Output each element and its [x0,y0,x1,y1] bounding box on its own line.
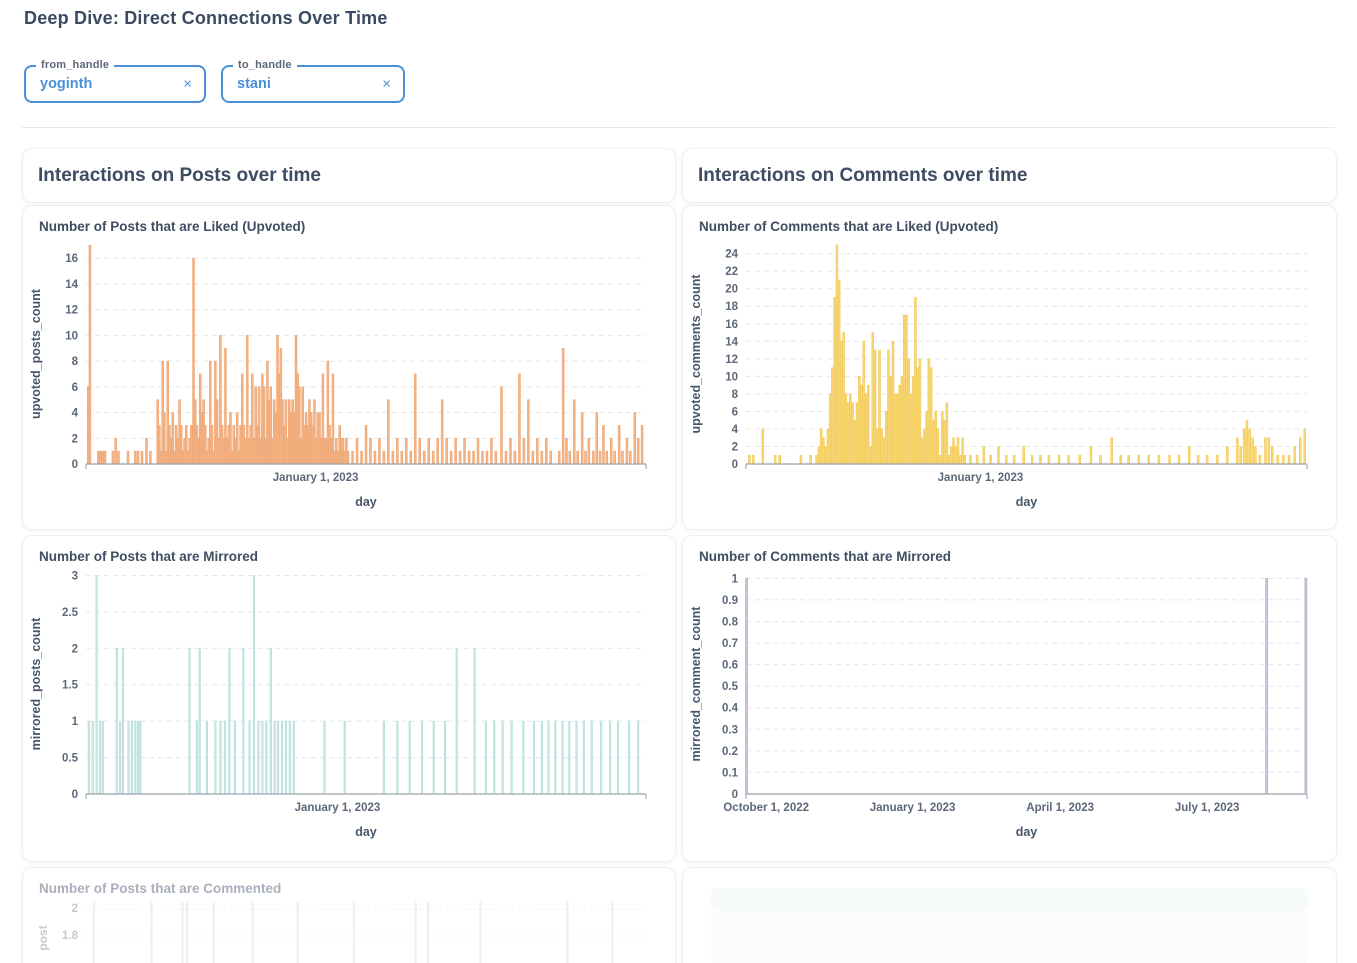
svg-text:22: 22 [725,266,738,278]
svg-text:14: 14 [725,336,738,348]
section-header-posts: Interactions on Posts over time [22,148,676,203]
svg-text:0: 0 [72,789,78,801]
filter-from-handle-value: yoginth [40,76,93,92]
svg-text:upvoted_posts_count: upvoted_posts_count [29,288,43,419]
svg-text:12: 12 [725,354,738,366]
filter-from-handle[interactable]: from_handle yoginth × [24,59,206,103]
svg-text:0.1: 0.1 [722,767,739,779]
filter-to-handle-value: stani [237,76,271,92]
svg-text:mirrored_posts_count: mirrored_posts_count [29,617,43,751]
svg-text:1: 1 [72,716,79,728]
skeleton-block [711,910,1308,963]
svg-text:January 1, 2023: January 1, 2023 [295,802,381,814]
svg-text:6: 6 [72,382,78,394]
svg-text:16: 16 [65,253,78,265]
svg-text:1: 1 [732,573,739,585]
svg-text:0.2: 0.2 [722,746,738,758]
svg-text:4: 4 [732,424,739,436]
svg-text:2: 2 [72,643,78,655]
filter-to-handle[interactable]: to_handle stani × [221,59,405,103]
svg-text:0.5: 0.5 [722,681,739,693]
svg-text:day: day [355,495,377,509]
svg-text:day: day [355,825,377,839]
clear-filter-icon[interactable]: × [183,75,192,93]
svg-text:0.4: 0.4 [722,703,739,715]
svg-text:0: 0 [732,459,738,471]
clear-filter-icon[interactable]: × [382,75,391,93]
svg-text:10: 10 [65,330,78,342]
svg-text:April 1, 2023: April 1, 2023 [1026,802,1094,814]
chart-title-comments-mirrored: Number of Comments that are Mirrored [699,549,952,564]
svg-text:post: post [36,925,50,950]
section-header-comments-title: Interactions on Comments over time [698,164,1028,186]
svg-text:2: 2 [72,433,78,445]
svg-text:0.7: 0.7 [722,638,738,650]
filter-from-handle-label: from_handle [36,59,115,71]
svg-text:0: 0 [72,459,78,471]
svg-text:0.9: 0.9 [722,595,738,607]
svg-text:6: 6 [732,406,738,418]
loading-card [682,867,1337,963]
svg-text:1.8: 1.8 [62,930,79,942]
chart-card-posts-liked: Number of Posts that are Liked (Upvoted)… [22,205,676,530]
skeleton-block [711,888,1308,910]
chart-card-posts-commented-partial: Number of Posts that are Commented 2 1.8 p… [22,867,676,963]
svg-text:0.3: 0.3 [722,724,738,736]
section-header-comments: Interactions on Comments over time [682,148,1337,203]
chart-posts-commented-partial: 2 1.8 post [36,902,648,963]
svg-text:8: 8 [72,356,79,368]
page-title: Deep Dive: Direct Connections Over Time [24,8,388,28]
svg-text:2: 2 [72,903,78,915]
svg-text:1.5: 1.5 [62,680,79,692]
svg-text:January 1, 2023: January 1, 2023 [870,802,956,814]
chart-card-comments-liked: Number of Comments that are Liked (Upvot… [682,205,1337,530]
chart-title-posts-mirrored: Number of Posts that are Mirrored [39,549,259,564]
divider [22,127,1335,128]
svg-text:8: 8 [732,389,739,401]
filter-to-handle-label: to_handle [233,59,297,71]
chart-comments-mirrored: 0 0.1 0.2 0.3 0.4 0.5 0.6 0.7 0.8 0.9 1 October 1, … [689,573,1308,839]
chart-title-posts-commented: Number of Posts that are Commented [39,881,282,896]
svg-text:24: 24 [725,249,738,261]
svg-text:January 1, 2023: January 1, 2023 [273,472,359,484]
svg-text:12: 12 [65,305,78,317]
chart-posts-mirrored: 0 0.5 1 1.5 2 2.5 3 January 1, 2023 day mirrored_… [29,570,647,839]
svg-text:January 1, 2023: January 1, 2023 [938,472,1024,484]
chart-title-comments-liked: Number of Comments that are Liked (Upvot… [699,219,999,234]
chart-card-comments-mirrored: Number of Comments that are Mirrored 0 0.… [682,535,1337,862]
svg-text:2: 2 [732,441,738,453]
svg-text:day: day [1016,825,1038,839]
svg-text:0: 0 [732,789,738,801]
chart-posts-liked: 0 2 4 6 8 10 12 14 16 January 1, 2023 day upvoted_p… [29,245,647,509]
svg-text:0.6: 0.6 [722,660,738,672]
svg-text:14: 14 [65,279,78,291]
svg-text:16: 16 [725,319,738,331]
chart-card-posts-mirrored: Number of Posts that are Mirrored 0 0.5 1 1… [22,535,676,862]
svg-text:2.5: 2.5 [62,607,79,619]
chart-title-posts-liked: Number of Posts that are Liked (Upvoted) [39,219,306,234]
svg-text:October 1, 2022: October 1, 2022 [723,802,809,814]
svg-text:3: 3 [72,570,78,582]
svg-text:July 1, 2023: July 1, 2023 [1175,802,1240,814]
svg-text:upvoted_comments_count: upvoted_comments_count [689,274,703,434]
svg-text:20: 20 [725,284,738,296]
svg-text:0.8: 0.8 [722,616,739,628]
svg-text:day: day [1016,495,1038,509]
svg-text:10: 10 [725,371,738,383]
svg-text:0.5: 0.5 [62,753,79,765]
svg-text:18: 18 [725,301,738,313]
svg-text:mirrored_comment_count: mirrored_comment_count [689,606,703,762]
svg-text:4: 4 [72,408,79,420]
section-header-posts-title: Interactions on Posts over time [38,164,321,186]
